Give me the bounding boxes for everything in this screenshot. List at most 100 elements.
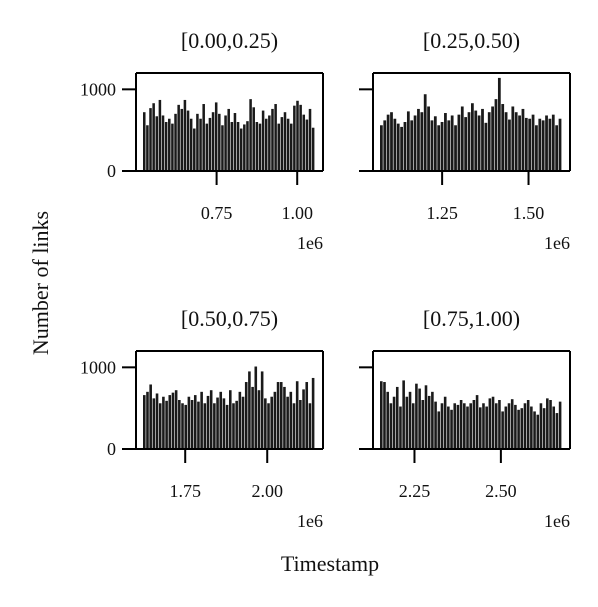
histogram-bar bbox=[494, 403, 498, 449]
histogram-bar bbox=[380, 381, 383, 449]
histogram-bar bbox=[260, 371, 264, 449]
histogram-bar bbox=[229, 390, 232, 449]
histogram-bar bbox=[482, 403, 485, 449]
histogram-bar bbox=[276, 382, 280, 449]
histogram-bar bbox=[396, 123, 400, 171]
histogram-bar bbox=[181, 403, 184, 449]
x-tick-label: 1.00 bbox=[281, 203, 313, 223]
histogram-bar bbox=[551, 114, 555, 171]
histogram-bar bbox=[292, 403, 296, 449]
x-tick-label: 2.00 bbox=[251, 481, 283, 501]
histogram-bar bbox=[146, 391, 149, 449]
histogram-bar bbox=[383, 382, 386, 449]
x-offset-label: 1e6 bbox=[544, 233, 570, 253]
histogram-bar bbox=[494, 99, 498, 171]
histogram-bar bbox=[205, 123, 209, 171]
histogram-bar bbox=[168, 118, 171, 171]
histogram-bar bbox=[420, 112, 424, 171]
histogram-bar bbox=[308, 403, 312, 449]
histogram-bar bbox=[450, 115, 454, 171]
histogram-bar bbox=[517, 409, 520, 449]
histogram-bar bbox=[277, 123, 280, 171]
histogram-bar bbox=[235, 400, 238, 449]
histogram-bar bbox=[270, 396, 273, 449]
histogram-bar bbox=[538, 118, 542, 171]
histogram-bar bbox=[526, 400, 530, 449]
histogram-bar bbox=[190, 400, 194, 449]
histogram-bar bbox=[252, 107, 255, 171]
histogram-bar bbox=[545, 115, 548, 171]
subplot-4: [0.75,1.00) 2.25 2.50 1e6 bbox=[359, 306, 571, 531]
histogram-bar bbox=[491, 396, 495, 449]
histogram-bar bbox=[427, 106, 430, 171]
histogram-bar bbox=[180, 108, 184, 171]
histogram-bar bbox=[238, 391, 242, 449]
histogram-bar bbox=[257, 390, 261, 449]
histogram-bar bbox=[174, 390, 178, 449]
histogram-bar bbox=[402, 380, 405, 449]
histogram-bar bbox=[411, 403, 415, 449]
histogram-bar bbox=[165, 400, 168, 449]
histogram-bar bbox=[155, 116, 159, 171]
y-axis-label: Number of links bbox=[28, 211, 53, 355]
histogram-bar bbox=[510, 399, 514, 449]
histogram-bar bbox=[558, 401, 562, 449]
x-offset-label: 1e6 bbox=[544, 511, 570, 531]
histogram-bar bbox=[427, 395, 431, 449]
histogram-bar bbox=[393, 118, 397, 171]
histogram-bar bbox=[196, 113, 199, 171]
histogram-bar bbox=[474, 110, 478, 171]
histogram-bar bbox=[264, 398, 267, 449]
histogram-bar bbox=[539, 403, 543, 449]
histogram-bar bbox=[248, 371, 251, 449]
histogram-bar bbox=[471, 103, 474, 171]
histogram-bar bbox=[477, 115, 481, 171]
histogram-bar bbox=[485, 406, 488, 449]
histogram-bar bbox=[453, 403, 457, 449]
histogram-bar bbox=[209, 390, 213, 449]
histogram-bar bbox=[158, 403, 162, 449]
histogram-bar bbox=[535, 125, 538, 171]
histogram-bar bbox=[168, 395, 172, 449]
histogram-bar bbox=[450, 409, 453, 449]
subplot-2: [0.25,0.50) 1.25 1.50 1e6 bbox=[359, 28, 571, 253]
histogram-bar bbox=[236, 122, 240, 171]
histogram-bar bbox=[389, 403, 393, 449]
histogram-bar bbox=[171, 392, 175, 449]
histogram-bar bbox=[199, 118, 202, 171]
histogram-bar bbox=[491, 106, 494, 171]
histogram-bar bbox=[552, 406, 556, 449]
histogram-bar bbox=[214, 102, 218, 171]
subplot-title: [0.25,0.50) bbox=[423, 28, 520, 53]
histogram-bar bbox=[530, 406, 533, 449]
histogram-bar bbox=[241, 396, 245, 449]
histogram-bar bbox=[431, 391, 434, 449]
histogram-bar bbox=[501, 104, 505, 171]
histogram-bar bbox=[254, 366, 258, 449]
histogram-bar bbox=[421, 400, 425, 449]
histogram-bar bbox=[386, 391, 389, 449]
histogram-bar bbox=[289, 391, 293, 449]
x-tick-label: 1.50 bbox=[513, 203, 545, 223]
histogram-bar bbox=[243, 124, 246, 171]
histogram-bar bbox=[408, 391, 412, 449]
histogram-bar bbox=[549, 400, 552, 449]
histogram-bar bbox=[413, 115, 417, 171]
histogram-bar bbox=[280, 117, 284, 171]
histogram-bar bbox=[267, 403, 270, 449]
histogram-bar bbox=[511, 106, 515, 171]
histogram-bar bbox=[475, 395, 479, 449]
histogram-bar bbox=[555, 413, 559, 449]
subplot-title: [0.50,0.75) bbox=[181, 306, 278, 331]
histogram-bar bbox=[213, 403, 216, 449]
histogram-bar bbox=[186, 110, 190, 171]
histogram-bar bbox=[444, 113, 447, 171]
histogram-bar bbox=[459, 400, 463, 449]
histogram-bar bbox=[507, 403, 511, 449]
histogram-bar bbox=[302, 389, 305, 449]
histogram-bar bbox=[466, 406, 469, 449]
x-tick-label: 2.50 bbox=[485, 481, 517, 501]
histogram-bar bbox=[255, 122, 259, 171]
histogram-bar bbox=[178, 400, 181, 449]
subplot-3: [0.50,0.75) 0 1000 1.75 2.00 1e6 bbox=[80, 306, 324, 531]
